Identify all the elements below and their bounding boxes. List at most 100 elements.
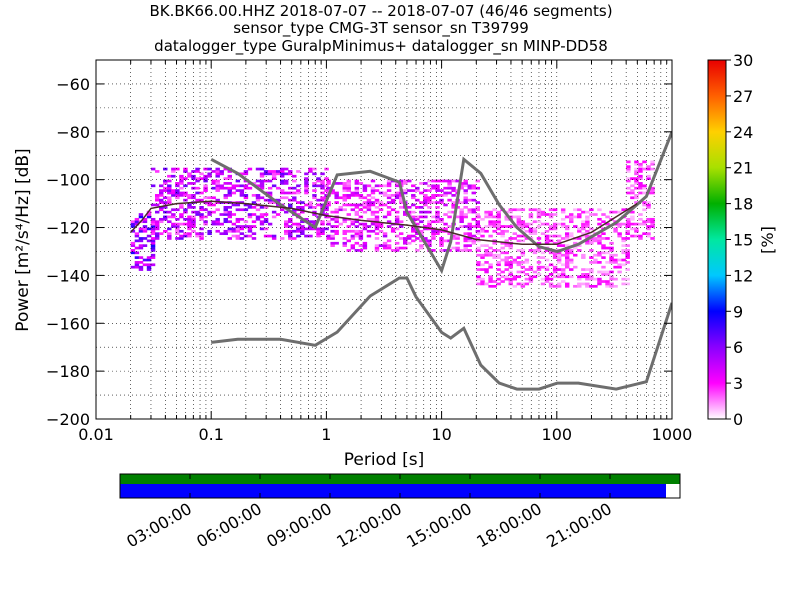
density-cell <box>609 256 614 259</box>
density-cell <box>621 258 626 262</box>
density-cell <box>227 215 233 219</box>
density-cell <box>163 182 168 185</box>
density-cell <box>138 268 144 271</box>
density-cell <box>548 277 554 281</box>
density-cell <box>520 239 526 243</box>
density-cell <box>532 251 538 255</box>
density-cell <box>463 237 468 240</box>
density-cell <box>634 160 639 164</box>
density-cell <box>585 217 590 221</box>
density-cell <box>346 239 351 243</box>
density-cell <box>532 270 538 274</box>
density-cell <box>167 198 172 202</box>
density-cell <box>548 208 554 212</box>
density-cell <box>154 170 160 173</box>
density-cell <box>500 225 505 228</box>
density-cell <box>548 225 554 228</box>
density-cell <box>320 227 325 231</box>
density-cell <box>386 179 392 183</box>
density-cell <box>308 225 313 228</box>
density-cell <box>159 220 164 224</box>
density-cell <box>581 232 586 236</box>
density-cell <box>350 194 356 197</box>
density-cell <box>467 186 472 190</box>
density-cell <box>585 284 590 288</box>
density-cell <box>239 225 245 228</box>
density-cell <box>259 215 265 219</box>
density-cell <box>573 225 578 228</box>
density-cell <box>247 215 253 219</box>
density-cell <box>390 249 396 252</box>
density-cell <box>255 196 261 200</box>
density-cell <box>577 282 582 286</box>
density-cell <box>516 256 522 259</box>
density-cell <box>231 184 237 188</box>
density-cell <box>243 170 249 173</box>
density-cell <box>484 213 489 216</box>
density-cell <box>564 225 570 228</box>
density-cell <box>334 220 339 224</box>
density-cell <box>163 229 168 233</box>
density-cell <box>167 196 172 200</box>
density-cell <box>564 237 570 240</box>
density-cell <box>496 263 501 267</box>
density-cell <box>467 249 472 252</box>
density-cell <box>532 249 538 252</box>
x-tick-label: 0.1 <box>198 425 223 444</box>
density-cell <box>488 275 493 279</box>
density-cell <box>354 225 360 228</box>
density-cell <box>346 184 351 188</box>
y-tick-label: −160 <box>46 314 90 333</box>
density-cell <box>203 177 208 180</box>
density-cell <box>199 177 204 180</box>
density-cell <box>358 249 364 252</box>
density-cell <box>263 179 269 183</box>
density-cell <box>484 210 489 214</box>
density-cell <box>630 189 635 192</box>
density-cell <box>463 244 468 247</box>
density-cell <box>435 186 440 190</box>
density-cell <box>617 210 622 214</box>
density-cell <box>167 234 172 238</box>
density-cell <box>516 282 522 286</box>
density-cell <box>394 220 400 224</box>
density-cell <box>167 215 172 219</box>
density-cell <box>581 273 586 276</box>
density-cell <box>203 189 208 192</box>
density-cell <box>427 241 432 245</box>
density-cell <box>403 237 408 240</box>
density-cell <box>508 256 513 259</box>
density-cell <box>247 205 253 209</box>
density-cell <box>163 217 168 221</box>
density-cell <box>564 282 570 286</box>
density-cell <box>350 220 356 224</box>
density-cell <box>488 213 493 216</box>
figure-title: BK.BK66.00.HHZ 2018-07-07 -- 2018-07-07 … <box>149 2 612 56</box>
density-cell <box>354 186 360 190</box>
density-cell <box>374 225 380 228</box>
density-cell <box>431 179 436 183</box>
density-cell <box>296 222 301 226</box>
density-cell <box>284 179 289 183</box>
x-tick-label: 100 <box>542 425 573 444</box>
density-cell <box>142 263 148 267</box>
density-cell <box>560 217 566 221</box>
density-cell <box>342 241 347 245</box>
density-cell <box>403 191 408 195</box>
density-cell <box>187 234 192 238</box>
density-cell <box>609 282 614 286</box>
density-cell <box>556 244 562 247</box>
density-cell <box>326 201 331 204</box>
density-cell <box>195 232 200 236</box>
density-cell <box>439 237 444 240</box>
density-cell <box>634 222 639 226</box>
density-cell <box>255 194 261 197</box>
density-cell <box>516 263 522 267</box>
density-cell <box>354 220 360 224</box>
density-cell <box>556 261 562 264</box>
density-cell <box>605 237 610 240</box>
density-cell <box>330 191 335 195</box>
colorbar-tick-label: 0 <box>733 410 743 429</box>
density-cell <box>459 220 464 224</box>
density-cell <box>154 210 160 214</box>
